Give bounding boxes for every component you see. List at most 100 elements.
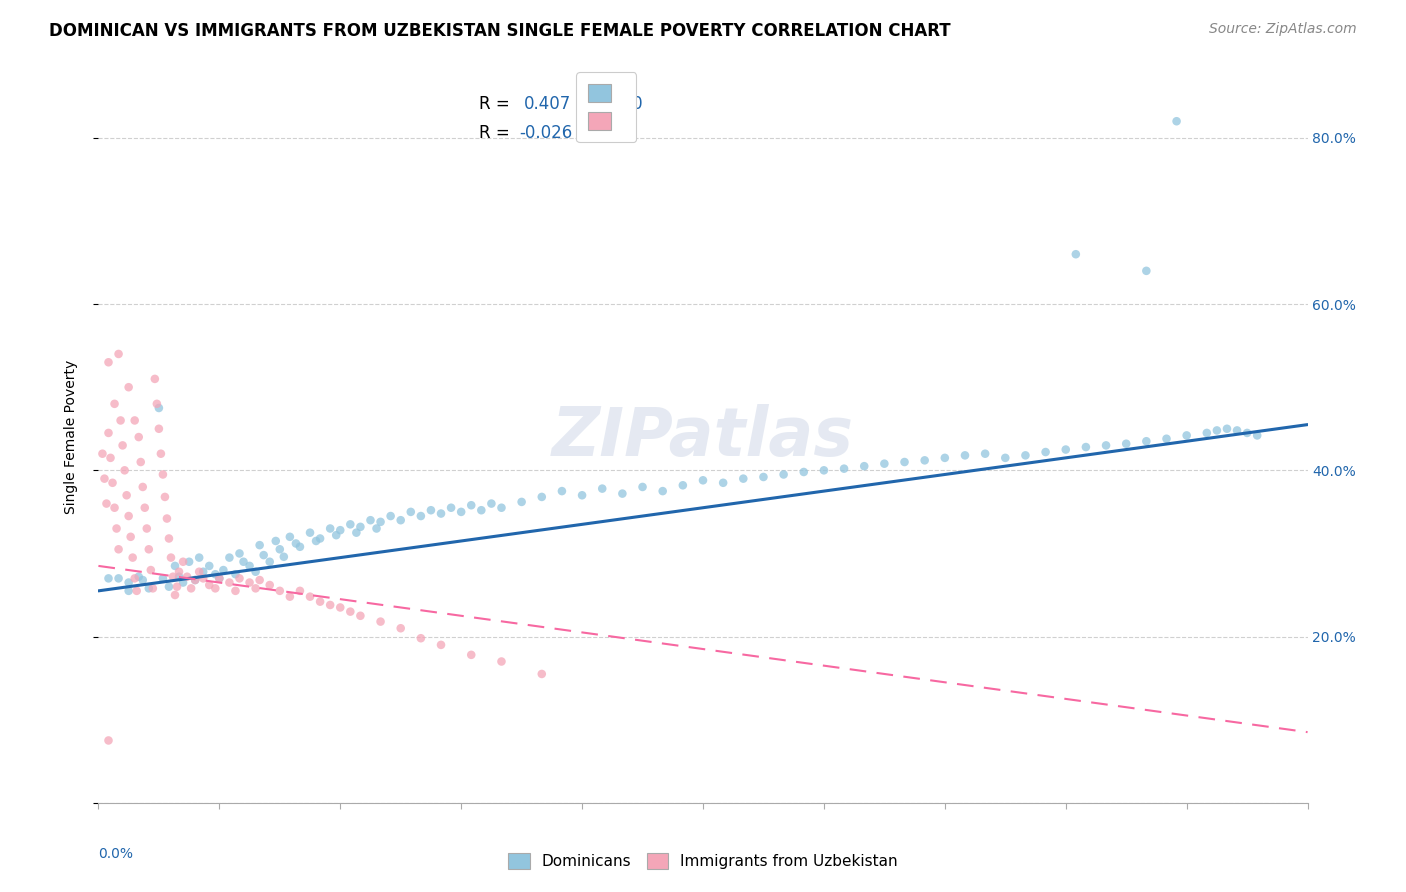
Point — [167, 565, 190, 579]
Point — [160, 550, 183, 565]
Point — [193, 565, 215, 579]
Point — [157, 532, 180, 546]
Point — [100, 450, 122, 465]
Point — [339, 605, 361, 619]
Point — [152, 571, 174, 585]
Point — [163, 558, 186, 573]
Point — [134, 500, 156, 515]
Point — [107, 571, 129, 585]
Point — [299, 525, 322, 540]
Point — [118, 583, 141, 598]
Point — [344, 525, 367, 540]
Point — [180, 582, 202, 596]
Point — [1135, 434, 1157, 449]
Text: 100: 100 — [612, 95, 643, 113]
Point — [138, 582, 160, 596]
Point — [143, 372, 166, 386]
Point — [711, 475, 734, 490]
Point — [118, 509, 141, 524]
Point — [245, 565, 267, 579]
Point — [148, 401, 170, 415]
Point — [491, 500, 513, 515]
Text: N =: N = — [576, 124, 607, 142]
Point — [259, 555, 281, 569]
Point — [162, 570, 184, 584]
Point — [156, 511, 179, 525]
Point — [249, 573, 271, 587]
Point — [430, 507, 453, 521]
Point — [153, 490, 176, 504]
Point — [733, 472, 755, 486]
Point — [103, 397, 125, 411]
Point — [107, 542, 129, 557]
Point — [319, 598, 342, 612]
Point — [125, 583, 148, 598]
Point — [305, 533, 328, 548]
Point — [124, 571, 146, 585]
Point — [329, 523, 352, 537]
Point — [101, 475, 124, 490]
Point — [228, 571, 250, 585]
Point — [914, 453, 936, 467]
Point — [1115, 436, 1137, 450]
Point — [551, 484, 574, 499]
Point — [129, 455, 152, 469]
Text: 0.0%: 0.0% — [98, 847, 134, 861]
Point — [239, 575, 262, 590]
Point — [1195, 425, 1218, 440]
Point — [389, 513, 412, 527]
Point — [591, 482, 613, 496]
Point — [148, 422, 170, 436]
Point — [612, 486, 634, 500]
Text: 71: 71 — [612, 124, 633, 142]
Point — [97, 425, 120, 440]
Point — [97, 733, 120, 747]
Y-axis label: Single Female Poverty: Single Female Poverty — [63, 360, 77, 514]
Point — [366, 521, 388, 535]
Point — [111, 438, 134, 452]
Point — [1074, 440, 1097, 454]
Point — [370, 515, 392, 529]
Point — [179, 555, 201, 569]
Point — [128, 570, 150, 584]
Point — [157, 580, 180, 594]
Point — [325, 528, 347, 542]
Point — [118, 575, 141, 590]
Point — [420, 503, 443, 517]
Point — [491, 655, 513, 669]
Text: N =: N = — [576, 95, 607, 113]
Point — [278, 590, 301, 604]
Point — [97, 355, 120, 369]
Point — [571, 488, 593, 502]
Point — [832, 461, 855, 475]
Point — [530, 490, 553, 504]
Point — [245, 582, 267, 596]
Point — [1166, 114, 1188, 128]
Point — [1175, 428, 1198, 442]
Point — [107, 347, 129, 361]
Point — [269, 542, 291, 557]
Point — [212, 563, 235, 577]
Point — [176, 570, 198, 584]
Point — [1156, 432, 1178, 446]
Point — [450, 505, 472, 519]
Point — [813, 463, 835, 477]
Text: R =: R = — [479, 124, 510, 142]
Legend: Dominicans, Immigrants from Uzbekistan: Dominicans, Immigrants from Uzbekistan — [502, 847, 904, 875]
Point — [163, 588, 186, 602]
Point — [953, 448, 976, 462]
Point — [184, 573, 207, 587]
Point — [172, 575, 194, 590]
Point — [239, 558, 262, 573]
Point — [259, 578, 281, 592]
Point — [530, 667, 553, 681]
Point — [349, 520, 371, 534]
Text: Source: ZipAtlas.com: Source: ZipAtlas.com — [1209, 22, 1357, 37]
Point — [124, 413, 146, 427]
Point — [139, 563, 162, 577]
Point — [793, 465, 815, 479]
Point — [994, 450, 1017, 465]
Point — [96, 497, 118, 511]
Point — [218, 550, 240, 565]
Point — [893, 455, 915, 469]
